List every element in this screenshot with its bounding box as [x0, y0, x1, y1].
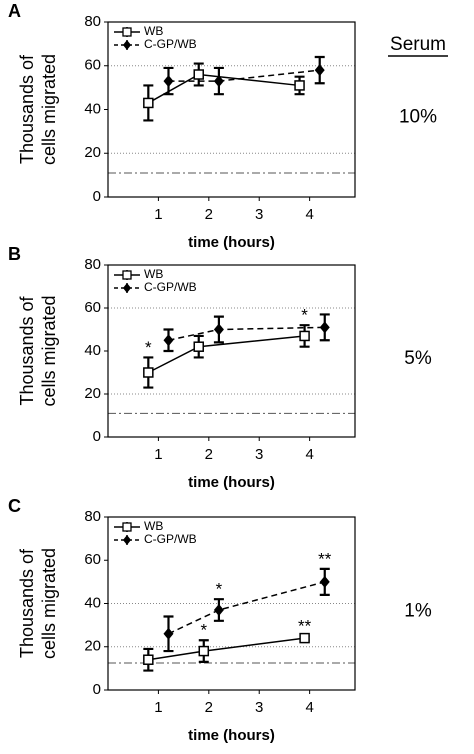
x-tick-label: 1 — [154, 699, 162, 716]
x-tick-label: 1 — [154, 206, 162, 223]
y-axis-label: cells migrated — [39, 295, 59, 406]
marker — [213, 75, 224, 88]
marker — [299, 632, 310, 644]
legend-label: WB — [144, 267, 163, 281]
significance-label: ** — [318, 549, 332, 568]
legend-marker — [123, 535, 131, 545]
legend-label: C-GP/WB — [144, 532, 197, 546]
series-line — [148, 637, 305, 661]
significance-label: * — [145, 338, 152, 357]
marker — [143, 654, 154, 665]
y-axis-label: Thousands of — [17, 548, 37, 658]
marker — [299, 330, 310, 342]
marker — [314, 64, 325, 77]
x-tick-label: 4 — [305, 206, 313, 223]
y-axis-label: cells migrated — [39, 54, 59, 165]
y-tick-label: 60 — [84, 57, 101, 74]
y-axis-label: Thousands of — [17, 295, 37, 405]
serum-level: 5% — [404, 348, 432, 369]
legend-marker — [122, 270, 132, 280]
panel-letter: A — [8, 1, 21, 21]
y-tick-label: 0 — [93, 428, 101, 445]
y-tick-label: 20 — [84, 638, 101, 655]
marker — [163, 334, 174, 347]
marker — [319, 321, 330, 334]
y-tick-label: 20 — [84, 144, 101, 161]
y-tick-label: 60 — [84, 551, 101, 568]
y-tick-label: 40 — [84, 594, 101, 611]
legend-marker — [122, 27, 132, 37]
x-axis-label: time (hours) — [188, 234, 275, 251]
marker — [198, 645, 210, 657]
y-tick-label: 80 — [84, 508, 101, 525]
legend-label: WB — [144, 519, 163, 533]
marker — [143, 97, 154, 109]
significance-label: * — [200, 621, 207, 640]
panel-letter: B — [8, 244, 21, 264]
y-tick-label: 40 — [84, 342, 101, 359]
legend-marker — [123, 283, 131, 293]
marker — [213, 603, 224, 616]
y-tick-label: 80 — [84, 256, 101, 273]
y-axis-label: cells migrated — [39, 548, 59, 659]
x-tick-label: 3 — [255, 699, 263, 716]
y-tick-label: 20 — [84, 385, 101, 402]
y-tick-label: 0 — [93, 188, 101, 205]
significance-label: * — [216, 580, 223, 599]
significance-label: ** — [298, 616, 312, 635]
legend-label: WB — [144, 24, 163, 38]
x-tick-label: 3 — [255, 206, 263, 223]
significance-label: * — [301, 306, 308, 325]
x-tick-label: 2 — [205, 446, 213, 463]
legend-marker — [123, 40, 131, 50]
x-axis-label: time (hours) — [188, 727, 275, 744]
x-tick-label: 2 — [205, 206, 213, 223]
marker — [143, 367, 154, 378]
y-axis-label: Thousands of — [17, 54, 37, 164]
marker — [213, 323, 224, 336]
x-tick-label: 4 — [305, 699, 313, 716]
marker — [193, 69, 204, 80]
x-tick-label: 4 — [305, 446, 313, 463]
serum-header: Serum — [390, 34, 446, 55]
x-axis-label: time (hours) — [188, 474, 275, 491]
marker — [319, 575, 330, 588]
y-tick-label: 40 — [84, 100, 101, 117]
marker — [163, 627, 174, 640]
x-tick-label: 1 — [154, 446, 162, 463]
legend-marker — [122, 522, 132, 532]
marker — [294, 80, 305, 91]
x-tick-label: 3 — [255, 446, 263, 463]
marker — [193, 341, 204, 352]
panel-letter: C — [8, 496, 21, 516]
marker — [163, 75, 174, 88]
y-tick-label: 80 — [84, 13, 101, 30]
serum-level: 1% — [404, 601, 432, 622]
y-tick-label: 0 — [93, 681, 101, 698]
serum-level: 10% — [399, 107, 437, 128]
legend-label: C-GP/WB — [144, 280, 197, 294]
x-tick-label: 2 — [205, 699, 213, 716]
legend-label: C-GP/WB — [144, 37, 197, 51]
y-tick-label: 60 — [84, 299, 101, 316]
